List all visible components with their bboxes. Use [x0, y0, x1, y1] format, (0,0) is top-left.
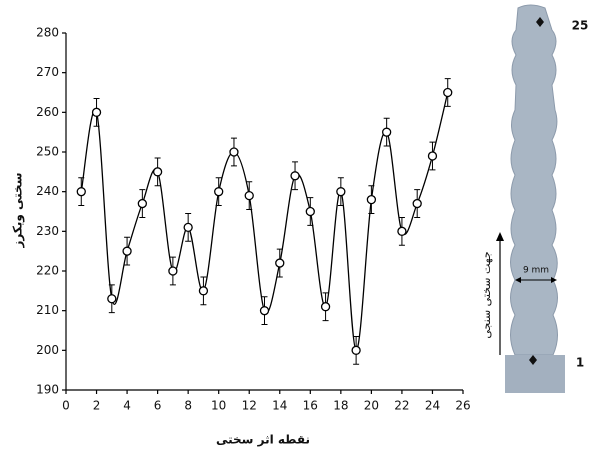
x-tick-label: 14 — [272, 399, 287, 413]
specimen-label: 25 — [572, 19, 589, 33]
x-tick-label: 2 — [93, 399, 101, 413]
direction-label: جهت سختی سنجی — [480, 251, 493, 338]
x-tick-label: 18 — [333, 399, 348, 413]
x-tick-label: 8 — [184, 399, 192, 413]
x-tick-label: 22 — [394, 399, 409, 413]
point — [107, 294, 117, 304]
y-tick-label: 210 — [36, 303, 59, 317]
x-tick-label: 4 — [123, 399, 131, 413]
x-axis-label: نقطه اثر سختی — [216, 433, 310, 447]
y-tick-label: 240 — [36, 184, 59, 198]
width-label: 9 mm — [523, 266, 549, 276]
point — [214, 187, 224, 197]
specimen-label: 1 — [576, 356, 584, 370]
x-tick-label: 0 — [62, 399, 70, 413]
point — [351, 345, 361, 355]
point — [229, 147, 239, 157]
y-tick-label: 250 — [36, 145, 59, 159]
point — [259, 306, 270, 316]
point — [183, 222, 193, 233]
x-tick-label: 16 — [303, 399, 318, 413]
point — [198, 286, 209, 296]
point — [366, 194, 377, 205]
point — [137, 198, 147, 209]
point — [168, 266, 178, 276]
point — [397, 226, 407, 236]
y-tick-label: 280 — [36, 26, 59, 40]
point — [305, 206, 315, 217]
y-tick-label: 230 — [36, 224, 59, 238]
y-tick-label: 200 — [36, 343, 59, 357]
x-tick-label: 24 — [425, 399, 440, 413]
point — [320, 302, 331, 312]
y-axis-label: سختی ویکرز — [11, 173, 26, 249]
point — [275, 258, 285, 268]
point — [443, 87, 453, 98]
point — [290, 171, 300, 181]
specimen-photo — [496, 4, 565, 393]
point — [76, 187, 86, 197]
y-tick-label: 260 — [36, 105, 59, 119]
point — [382, 127, 392, 137]
point — [91, 107, 102, 117]
point — [244, 190, 254, 201]
point — [427, 151, 438, 161]
x-tick-label: 26 — [455, 399, 470, 413]
point — [336, 187, 346, 197]
point — [122, 246, 132, 256]
point — [412, 198, 422, 209]
x-tick-label: 12 — [242, 399, 257, 413]
point — [152, 167, 163, 177]
x-tick-label: 6 — [154, 399, 162, 413]
y-tick-label: 220 — [36, 264, 59, 278]
x-tick-label: 10 — [211, 399, 226, 413]
x-tick-label: 20 — [364, 399, 379, 413]
y-tick-label: 270 — [36, 65, 59, 79]
y-tick-label: 190 — [36, 383, 59, 397]
